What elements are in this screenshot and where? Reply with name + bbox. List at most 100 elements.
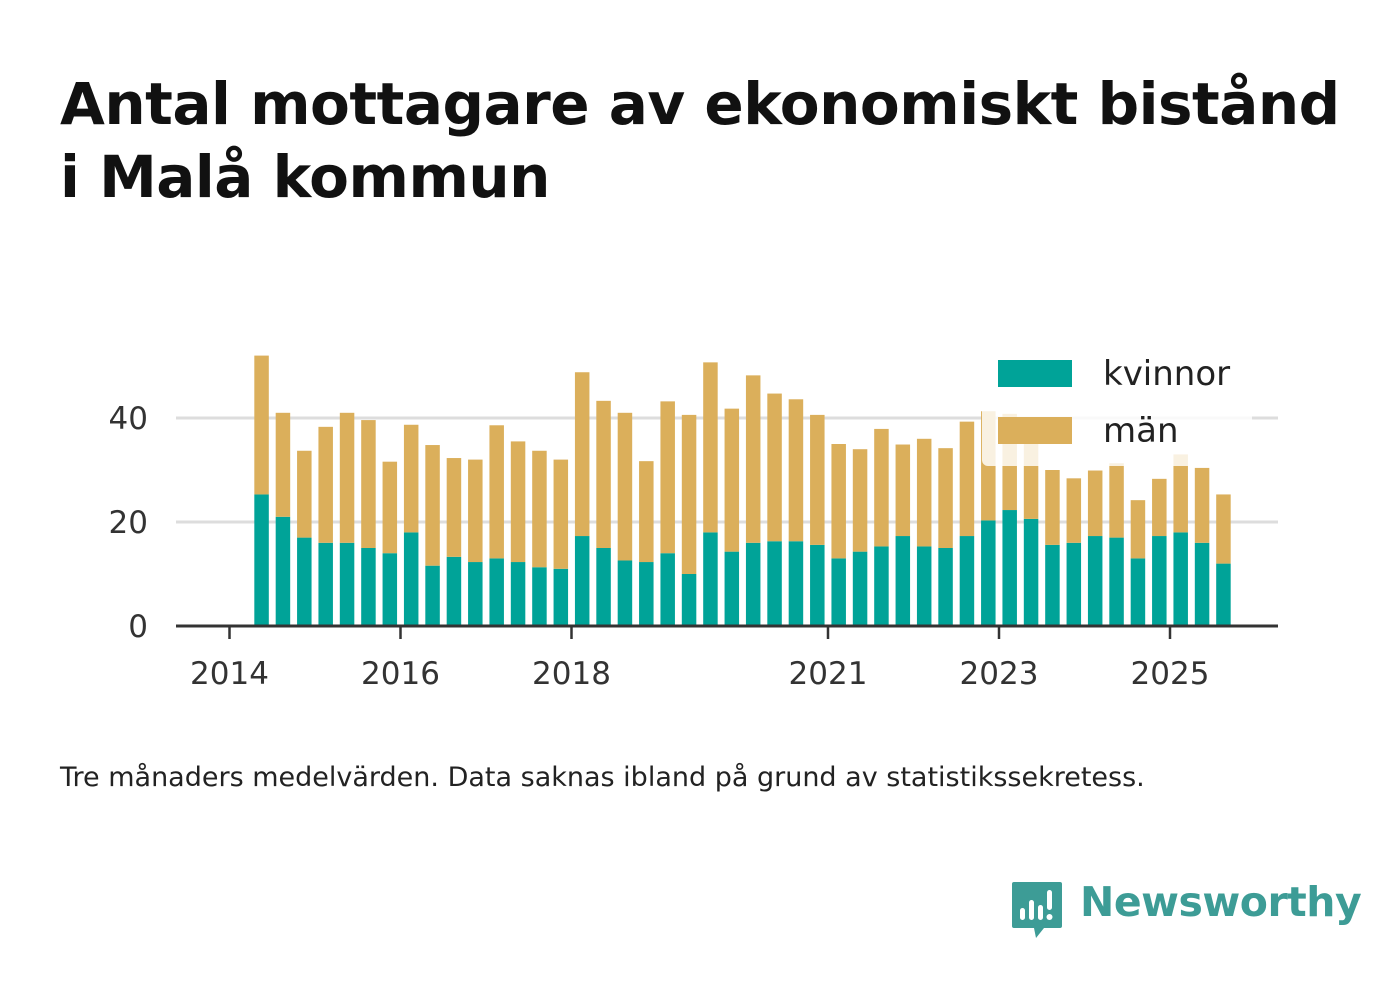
bar-man [1216, 494, 1231, 564]
x-tick-label: 2018 [532, 656, 611, 692]
bar-man [767, 393, 782, 542]
bar-kvinnor [810, 544, 825, 626]
bar-kvinnor [660, 553, 675, 626]
bar-man [660, 401, 675, 554]
bar-kvinnor [275, 516, 291, 626]
bar-man [1087, 470, 1103, 537]
bar-kvinnor [916, 546, 932, 626]
bar-man [297, 450, 312, 538]
brand-name: Newsworthy [1080, 878, 1362, 926]
bar-man [1152, 478, 1167, 537]
bar-man [553, 459, 569, 569]
bar-kvinnor [1087, 536, 1103, 626]
bar-kvinnor [959, 536, 975, 626]
y-tick-label: 40 [109, 401, 148, 437]
bar-man [1130, 500, 1146, 559]
x-tick-label: 2023 [960, 656, 1039, 692]
bar-man [382, 461, 398, 554]
footnote: Tre månaders medelvärden. Data saknas ib… [60, 762, 1145, 793]
bar-man [703, 362, 718, 533]
newsworthy-logo-icon [1012, 882, 1062, 938]
bar-kvinnor [382, 553, 398, 626]
bar-man [617, 412, 633, 561]
y-axis-ticks: 0 20 40 [109, 401, 148, 645]
bar-kvinnor [1109, 537, 1124, 626]
bar-kvinnor [532, 567, 547, 626]
bar-kvinnor [468, 562, 483, 626]
bar-kvinnor [767, 541, 782, 626]
bar-kvinnor [297, 537, 312, 626]
bar-man [810, 414, 825, 545]
bar-man [275, 412, 291, 517]
x-tick-label: 2014 [190, 656, 269, 692]
bar-kvinnor [617, 560, 633, 626]
legend: kvinnor män [982, 346, 1252, 466]
bar-chart: 2014 2016 2018 2021 2023 2025 0 20 40 kvinnor mä… [108, 346, 1278, 692]
legend-label: kvinnor [1103, 354, 1230, 394]
bar-kvinnor [1130, 558, 1146, 626]
legend-swatch [998, 417, 1072, 444]
bar-man [339, 412, 355, 543]
legend-label: män [1103, 411, 1179, 451]
bar-kvinnor [788, 541, 804, 626]
bar-kvinnor [596, 548, 611, 626]
bar-kvinnor [553, 568, 569, 626]
bar-kvinnor [1216, 563, 1231, 626]
x-axis: 2014 2016 2018 2021 2023 2025 [176, 624, 1278, 692]
bar-man [1045, 470, 1060, 545]
bar-man [724, 408, 740, 552]
bar-kvinnor [724, 551, 740, 626]
bar-kvinnor [318, 542, 333, 626]
bar-kvinnor [446, 556, 462, 626]
bar-kvinnor [510, 562, 526, 626]
bar-kvinnor [1045, 544, 1060, 626]
bar-man [446, 458, 462, 557]
bar-man [596, 400, 611, 548]
bar-man [425, 445, 440, 566]
bar-man [788, 399, 804, 542]
bar-man [1066, 478, 1082, 543]
bar-kvinnor [874, 546, 889, 626]
x-tick-label: 2021 [789, 656, 868, 692]
bar-kvinnor [1023, 518, 1039, 626]
y-tick-label: 0 [128, 609, 148, 645]
bar-man [1173, 454, 1188, 533]
x-tick-label: 2025 [1131, 656, 1210, 692]
bar-kvinnor [574, 536, 590, 626]
bar-man [831, 444, 846, 559]
bar-kvinnor [681, 574, 697, 626]
bar-kvinnor [339, 542, 355, 626]
bar-man [574, 372, 590, 537]
bar-kvinnor [489, 558, 504, 626]
bar-man [959, 421, 975, 537]
bar-kvinnor [981, 520, 996, 626]
bar-kvinnor [403, 532, 419, 626]
bar-kvinnor [745, 542, 761, 626]
bar-kvinnor [831, 558, 846, 626]
bar-man [403, 424, 419, 533]
bar-man [1194, 467, 1210, 543]
bar-kvinnor [1066, 542, 1082, 626]
bar-man [1109, 463, 1124, 538]
bar-kvinnor [1152, 536, 1167, 626]
bar-kvinnor [1173, 532, 1188, 626]
bar-kvinnor [425, 565, 440, 626]
bar-kvinnor [1002, 510, 1017, 626]
chart-title: Antal mottagare av ekonomiskt bistånd i … [60, 70, 1340, 211]
bar-kvinnor [895, 536, 911, 626]
bar-man [681, 414, 697, 574]
bar-man [874, 428, 889, 547]
bar-man [489, 425, 504, 559]
bar-man [852, 449, 868, 552]
bar-man [916, 438, 932, 547]
bar-man [468, 459, 483, 563]
bar-kvinnor [852, 551, 868, 626]
bar-kvinnor [639, 562, 654, 626]
bar-man [361, 420, 376, 548]
bar-man [938, 448, 953, 548]
bar-man [510, 441, 526, 563]
bar-kvinnor [1194, 542, 1210, 626]
legend-swatch [998, 360, 1072, 387]
y-tick-label: 20 [109, 505, 148, 541]
bar-man [254, 355, 269, 495]
